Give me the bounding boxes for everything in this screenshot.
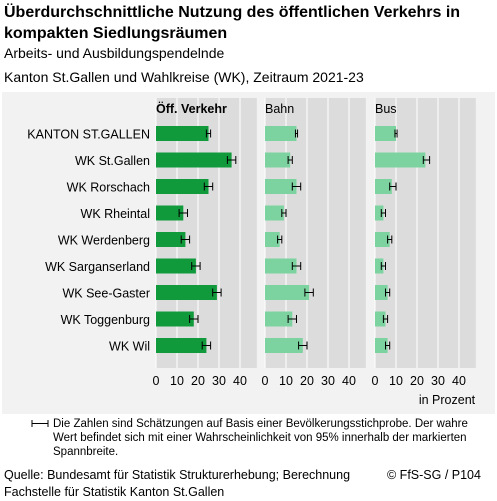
bar [156, 205, 184, 221]
copyright-text: © FfS-SG / P104 [387, 468, 481, 482]
bar [265, 205, 284, 221]
bar [375, 285, 388, 300]
x-tick-label: 40 [452, 374, 466, 388]
panel-header-2: Bus [375, 102, 397, 116]
category-label: WK St.Gallen [75, 154, 150, 168]
bar [156, 338, 207, 353]
category-label: WK Sarganserland [45, 260, 150, 274]
bar [156, 258, 196, 274]
category-label: WK Rorschach [67, 181, 150, 195]
bar [265, 179, 297, 194]
x-tick-label: 0 [153, 374, 160, 388]
x-tick-label: 40 [233, 374, 247, 388]
bar [375, 205, 384, 221]
bar [375, 258, 384, 274]
bar [156, 179, 209, 194]
category-label: WK Werdenberg [58, 234, 150, 248]
bar [375, 126, 396, 141]
x-tick-label: 30 [431, 374, 445, 388]
bar [156, 311, 194, 327]
chart-subtitle-region: Kanton St.Gallen und Wahlkreise (WK), Ze… [4, 69, 364, 85]
bar [265, 285, 310, 300]
x-tick-label: 0 [262, 374, 269, 388]
category-label: WK Wil [109, 340, 150, 354]
bar [156, 285, 217, 300]
bar [375, 311, 386, 327]
confidence-interval-note: Die Zahlen sind Schätzungen auf Basis ei… [53, 418, 468, 458]
bar [265, 258, 297, 274]
x-tick-label: 30 [321, 374, 335, 388]
bar [265, 126, 297, 141]
chart-subtitle: Arbeits- und Ausbildungspendelnde [4, 45, 225, 61]
panel-header-1: Bahn [265, 102, 294, 116]
category-label: WK Toggenburg [61, 313, 150, 327]
bar [265, 311, 293, 327]
x-axis-unit-label: in Prozent [419, 393, 476, 407]
x-tick-label: 20 [300, 374, 314, 388]
x-tick-label: 40 [342, 374, 356, 388]
bar [156, 232, 186, 247]
x-tick-label: 10 [170, 374, 184, 388]
category-label: KANTON ST.GALLEN [27, 128, 150, 142]
error-bar-legend-icon [31, 420, 49, 427]
x-tick-label: 10 [279, 374, 293, 388]
category-label: WK See-Gaster [62, 287, 150, 301]
bar [265, 232, 280, 247]
panel-header-0: Öff. Verkehr [156, 101, 227, 116]
bar [265, 152, 291, 168]
chart-area: KANTON ST.GALLEN WK St.Gallen WK Rorschach… [0, 92, 497, 464]
bar [375, 152, 426, 168]
x-tick-label: 30 [212, 374, 226, 388]
x-tick-label: 20 [410, 374, 424, 388]
bar [375, 232, 390, 247]
bar [156, 126, 209, 141]
category-label: WK Rheintal [81, 207, 150, 221]
source-text: Quelle: Bundesamt für Statistik Struktur… [4, 468, 351, 499]
chart-title: Überdurchschnittliche Nutzung des öffent… [4, 4, 461, 42]
bar [375, 338, 388, 353]
bar-chart: KANTON ST.GALLEN WK St.Gallen WK Rorschach… [2, 92, 495, 414]
x-tick-label: 20 [191, 374, 205, 388]
bar [156, 152, 232, 168]
x-tick-label: 0 [372, 374, 379, 388]
bar [375, 179, 392, 194]
bar [265, 338, 303, 353]
x-tick-label: 10 [389, 374, 403, 388]
